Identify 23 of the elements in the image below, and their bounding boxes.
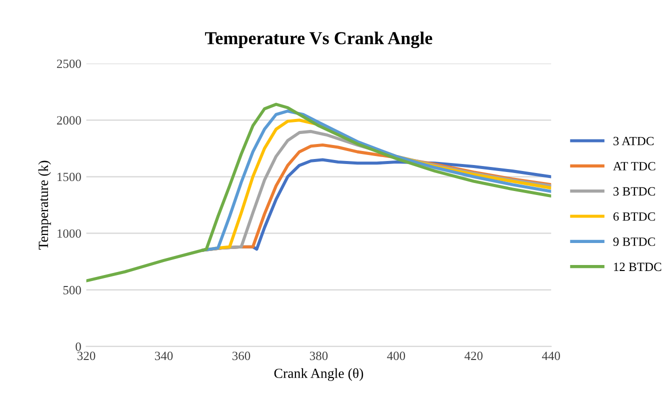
x-tick-label: 400 (387, 352, 406, 360)
x-tick-label: 420 (464, 352, 483, 360)
x-tick-label: 380 (310, 352, 328, 360)
y-tick-label: 500 (63, 286, 81, 294)
y-tick-label: 0 (76, 342, 81, 351)
legend-label: 12 BTDC (614, 262, 662, 272)
legend-label: 3 BTDC (614, 187, 655, 196)
y-tick-label: 2000 (57, 116, 81, 125)
line-series (86, 102, 552, 282)
chart-title: Temperature Vs Crank Angle (205, 32, 432, 48)
x-tick-label: 340 (155, 352, 173, 360)
x-tick-label: 320 (78, 352, 96, 360)
legend-label: AT TDC (613, 162, 656, 170)
legend-label: 9 BTDC (613, 238, 655, 246)
x-axis-title: Crank Angle (θ) (274, 368, 364, 381)
y-tick-label: 2500 (57, 60, 81, 68)
x-tick-label: 440 (542, 352, 560, 360)
y-tick-label: 1000 (58, 229, 81, 238)
y-tick-label: 1500 (58, 172, 81, 182)
x-tick-label: 360 (232, 352, 250, 360)
legend-label: 3 ATDC (614, 136, 654, 146)
legend-label: 6 BTDC (613, 212, 655, 221)
y-axis-title: Temperature (k) (38, 160, 51, 250)
